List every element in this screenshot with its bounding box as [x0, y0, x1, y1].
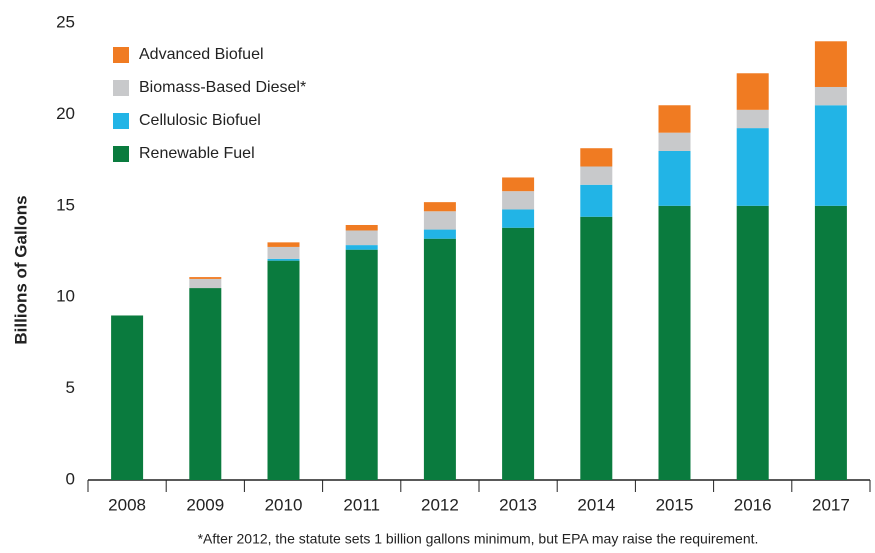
legend-label: Renewable Fuel [139, 145, 255, 162]
y-tick-label: 20 [56, 104, 75, 123]
footnote: *After 2012, the statute sets 1 billion … [198, 531, 759, 547]
legend-swatch [113, 80, 129, 96]
bar-segment [736, 109, 769, 129]
x-tick-label: 2016 [734, 495, 772, 514]
bar-segment [345, 249, 378, 480]
legend-swatch [113, 113, 129, 129]
bar-segment [423, 229, 456, 239]
bar-segment [267, 258, 300, 261]
x-tick-label: 2010 [265, 495, 303, 514]
bar-segment [111, 315, 144, 480]
legend-swatch [113, 47, 129, 63]
legend-label: Cellulosic Biofuel [139, 112, 261, 129]
y-tick-label: 15 [56, 195, 75, 214]
bar-segment [814, 41, 847, 87]
bar-segment [502, 191, 535, 210]
x-tick-label: 2017 [812, 495, 850, 514]
bar-segment [736, 128, 769, 206]
bar-segment [423, 238, 456, 480]
bar-segment [814, 86, 847, 106]
bar-segment [189, 278, 222, 289]
x-tick-label: 2012 [421, 495, 459, 514]
bar-segment [580, 184, 613, 217]
bar-segment [267, 242, 300, 247]
bar-segment [736, 205, 769, 481]
bar-segment [502, 227, 535, 480]
bar-segment [814, 105, 847, 206]
bar-segment [658, 150, 691, 206]
bar-segment [423, 202, 456, 212]
bar-segment [736, 73, 769, 110]
x-tick-label: 2008 [108, 495, 146, 514]
bar-segment [814, 205, 847, 481]
bar-segment [658, 132, 691, 151]
bar-segment [189, 288, 222, 480]
x-tick-label: 2013 [499, 495, 537, 514]
y-axis-title: Billions of Gallons [11, 195, 30, 344]
bar-segment [267, 246, 300, 259]
x-tick-label: 2009 [186, 495, 224, 514]
bar-segment [658, 205, 691, 481]
x-tick-label: 2014 [577, 495, 615, 514]
y-tick-label: 0 [66, 469, 75, 488]
bar-segment [580, 166, 613, 185]
y-tick-label: 10 [56, 287, 75, 306]
bar-segment [502, 209, 535, 228]
bar-segment [423, 211, 456, 230]
y-tick-label: 25 [56, 12, 75, 31]
bar-segment [580, 216, 613, 480]
bar-segment [345, 224, 378, 231]
bar-segment [267, 260, 300, 480]
legend-label: Biomass-Based Diesel* [139, 79, 306, 96]
bar-segment [658, 105, 691, 133]
bar-segment [502, 177, 535, 192]
bar-segment [345, 230, 378, 246]
x-tick-label: 2015 [656, 495, 694, 514]
y-tick-label: 5 [66, 378, 75, 397]
bar-segment [580, 148, 613, 167]
bar-segment [189, 277, 222, 279]
legend-swatch [113, 146, 129, 162]
bar-segment [345, 245, 378, 250]
legend-label: Advanced Biofuel [139, 46, 264, 63]
x-tick-label: 2011 [343, 495, 380, 514]
